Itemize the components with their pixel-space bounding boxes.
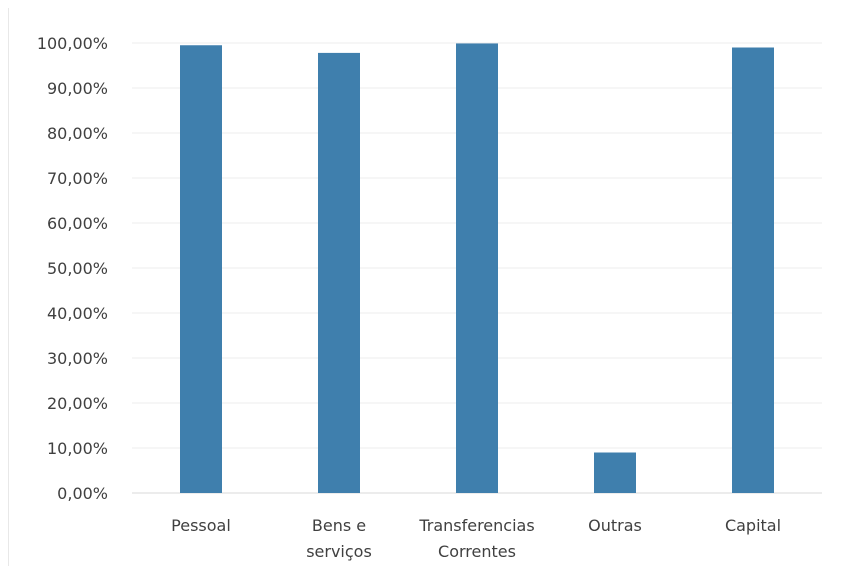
x-category-label: Bens e serviços: [306, 516, 372, 561]
y-tick-label: 30,00%: [47, 349, 108, 368]
x-category-label-line: serviços: [306, 542, 372, 561]
y-tick-label: 60,00%: [47, 214, 108, 233]
y-tick-label: 40,00%: [47, 304, 108, 323]
y-tick-label: 0,00%: [57, 484, 108, 503]
x-category-label: Outras: [588, 516, 642, 535]
y-tick-label: 50,00%: [47, 259, 108, 278]
y-tick-label: 80,00%: [47, 124, 108, 143]
chart-frame: [8, 8, 835, 566]
y-tick-label: 70,00%: [47, 169, 108, 188]
y-tick-label: 20,00%: [47, 394, 108, 413]
x-category-label-line: Transferencias: [418, 516, 534, 535]
x-category-label: Pessoal: [171, 516, 231, 535]
y-tick-label: 10,00%: [47, 439, 108, 458]
x-axis-categories: Pessoal Bens e serviços Transferencias Corre…: [171, 516, 781, 561]
y-tick-label: 100,00%: [37, 34, 108, 53]
x-category-label-line: Pessoal: [171, 516, 231, 535]
bar: [594, 452, 636, 493]
bar: [180, 45, 222, 493]
bar: [732, 47, 774, 493]
x-category-label: Capital: [725, 516, 781, 535]
bar: [318, 52, 360, 494]
x-category-label-line: Outras: [588, 516, 642, 535]
x-category-label-line: Bens e: [312, 516, 366, 535]
x-category-label-line: Capital: [725, 516, 781, 535]
x-category-label-line: Correntes: [438, 542, 516, 561]
y-axis-ticks: 0,00% 10,00% 20,00% 30,00% 40,00% 50,00% 60,00…: [37, 34, 108, 503]
x-category-label: Transferencias Correntes: [418, 516, 534, 561]
y-tick-label: 90,00%: [47, 79, 108, 98]
bar: [456, 43, 498, 493]
bars: [180, 43, 774, 494]
